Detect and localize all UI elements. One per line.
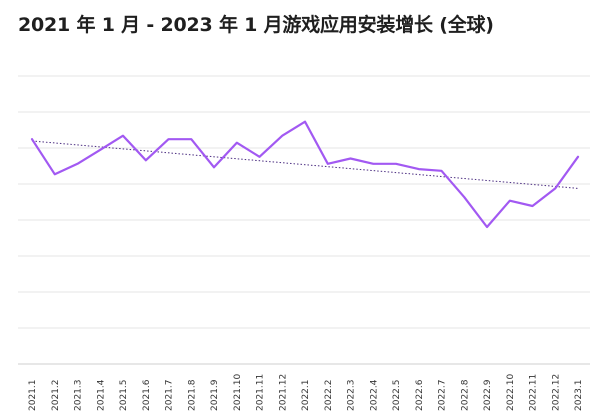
data-point: [349, 157, 351, 159]
data-point: [258, 156, 260, 158]
data-point: [31, 138, 33, 140]
data-point: [372, 163, 374, 165]
x-tick-label: 2021.10: [233, 374, 243, 411]
data-point: [463, 196, 465, 198]
trendline: [31, 140, 579, 189]
x-tick-labels: 2021.1 2021.2 2021.3 2021.4 2021.5 2021.6 2021…: [28, 374, 584, 411]
x-tick-label: 2021.4: [96, 379, 106, 411]
data-point: [418, 168, 420, 170]
x-tick-label: 2022.3: [347, 380, 357, 412]
x-tick-label: 2022.1: [301, 380, 311, 412]
x-tick-label: 2022.8: [460, 379, 470, 411]
x-tick-label: 2022.10: [506, 374, 516, 411]
x-tick-label: 2021.7: [165, 380, 175, 412]
data-point: [167, 138, 169, 140]
data-point: [440, 170, 442, 172]
x-tick-label: 2023.1: [574, 380, 584, 412]
x-tick-label: 2022.2: [324, 380, 334, 412]
x-tick-label: 2022.12: [551, 374, 561, 411]
data-point: [509, 199, 511, 201]
data-point: [190, 138, 192, 140]
x-tick-label: 2022.7: [438, 380, 448, 412]
series-line: [30, 120, 580, 229]
data-point: [395, 163, 397, 165]
x-tick-label: 2021.9: [210, 379, 220, 411]
x-tick-label: 2021.6: [142, 379, 152, 411]
data-point: [531, 205, 533, 207]
data-point: [76, 163, 78, 165]
x-tick-label: 2021.3: [74, 380, 84, 412]
x-tick-label: 2022.5: [392, 380, 402, 412]
data-point: [236, 142, 238, 144]
x-tick-label: 2022.4: [369, 379, 379, 411]
x-tick-label: 2022.9: [483, 379, 493, 411]
trendline-group: [31, 140, 579, 189]
data-point: [281, 135, 283, 137]
x-tick-label: 2021.8: [187, 379, 197, 411]
x-tick-label: 2021.1: [28, 380, 38, 412]
data-point: [554, 187, 556, 189]
x-tick-label: 2021.12: [278, 374, 288, 411]
x-tick-label: 2022.11: [529, 374, 539, 411]
data-point: [122, 135, 124, 137]
x-tick-label: 2021.2: [51, 380, 61, 412]
data-point: [304, 120, 306, 122]
x-tick-label: 2021.5: [119, 380, 129, 412]
series-group: [30, 120, 580, 229]
data-point: [145, 159, 147, 161]
x-tick-label: 2021.11: [256, 374, 266, 411]
data-point: [577, 156, 579, 158]
gridlines: [18, 75, 590, 365]
data-point: [54, 173, 56, 175]
data-point: [213, 166, 215, 168]
x-tick-label: 2022.6: [415, 379, 425, 411]
chart-title: 2021 年 1 月 - 2023 年 1 月游戏应用安装增长 (全球): [18, 14, 494, 36]
data-point: [99, 149, 101, 151]
data-point: [486, 226, 488, 228]
data-point: [327, 163, 329, 165]
